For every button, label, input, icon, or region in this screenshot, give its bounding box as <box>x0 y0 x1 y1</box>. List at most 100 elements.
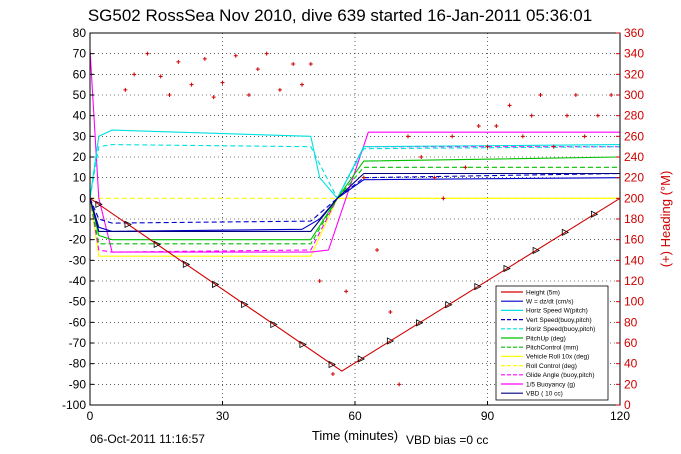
x-tick-label: 90 <box>481 409 495 423</box>
y-tick-label: -60 <box>69 315 87 329</box>
depth-marker <box>416 319 424 327</box>
heading-point <box>573 93 578 97</box>
y-tick-label: 50 <box>73 88 87 102</box>
series-line <box>89 166 620 245</box>
heading-point <box>317 279 322 283</box>
y-right-tick-label: 100 <box>624 295 644 309</box>
depth-marker <box>124 220 132 229</box>
heading-point <box>609 93 614 97</box>
heading-point <box>406 134 410 139</box>
y-axis-right: 0 20 40 60 80 100 120 140 160 180 200 220 240 260 280 3… <box>616 26 644 412</box>
heading-point <box>167 93 172 97</box>
heading-point <box>277 87 282 92</box>
y-right-tick-label: 20 <box>624 377 638 391</box>
legend-entry: Horiz Speed W(pitch) <box>526 308 588 315</box>
heading-point <box>291 62 296 66</box>
heading-point <box>485 144 490 149</box>
depth-marker <box>503 264 511 273</box>
heading-point <box>450 134 455 139</box>
series-line <box>89 49 620 253</box>
y-right-tick-label: 220 <box>624 171 644 185</box>
y-right-tick-label: 80 <box>624 315 638 329</box>
y-tick-label: 60 <box>73 67 87 81</box>
y-tick-label: 70 <box>73 47 87 61</box>
x-axis-label: Time (minutes) <box>312 428 398 443</box>
y-axis-right-label: (+) Heading (°M) <box>658 171 673 268</box>
heading-point <box>344 289 349 294</box>
series-line <box>89 129 621 200</box>
y-right-tick-label: 0 <box>624 398 631 412</box>
heading-point <box>308 62 313 66</box>
y-right-tick-label: 300 <box>624 88 644 102</box>
heading-point <box>520 134 525 139</box>
y-right-tick-label: 360 <box>624 26 644 40</box>
heading-point <box>538 93 543 97</box>
series-line <box>89 197 621 372</box>
legend-entry: PitchUp (deg) <box>526 335 566 342</box>
heading-point <box>595 113 600 118</box>
heading-point <box>375 248 380 252</box>
y-right-tick-label: 60 <box>624 336 638 350</box>
heading-point <box>132 72 137 77</box>
y-right-tick-label: 240 <box>624 150 644 164</box>
depth-marker <box>445 301 453 309</box>
series-layer <box>89 49 621 372</box>
y-tick-label: 80 <box>73 26 87 40</box>
y-tick-label: 10 <box>73 171 87 185</box>
y-tick-label: -40 <box>69 274 87 288</box>
heading-point <box>432 175 437 180</box>
heading-point <box>582 134 587 139</box>
y-right-tick-label: 160 <box>624 233 644 247</box>
legend-entry: VBD ( 10 cc) <box>526 391 563 398</box>
heading-point <box>264 51 269 56</box>
depth-marker <box>532 246 540 255</box>
y-tick-label: 40 <box>73 109 87 123</box>
y-tick-label: -20 <box>69 233 87 247</box>
depth-marker <box>474 282 482 291</box>
series-line <box>89 172 620 232</box>
y-right-tick-label: 280 <box>624 109 644 123</box>
legend-entry: Vehicle Roll 10x (deg) <box>526 354 589 361</box>
heading-point <box>463 165 468 170</box>
legend: Height (5m) W = dz/dt (cm/s) Horiz Speed W… <box>495 285 609 401</box>
depth-marker <box>241 300 249 309</box>
depth-marker <box>561 228 570 236</box>
heading-point <box>220 80 225 85</box>
heading-point <box>397 382 402 387</box>
y-right-tick-label: 260 <box>624 129 644 143</box>
depth-marker <box>182 260 191 269</box>
heading-point <box>247 93 251 97</box>
legend-entry: W = dz/dt (cm/s) <box>526 299 574 306</box>
legend-entry: 1/5 Buoyancy (g) <box>526 381 575 388</box>
depth-marker <box>386 337 395 345</box>
heading-point <box>476 124 481 128</box>
series-line <box>89 177 621 232</box>
y-right-tick-label: 140 <box>624 253 644 267</box>
series-line <box>89 144 621 200</box>
legend-entry: Roll Control (deg) <box>526 363 577 370</box>
y-tick-label: -10 <box>69 212 87 226</box>
heading-point <box>441 196 446 201</box>
depth-marker <box>328 360 336 369</box>
legend-entry: Vert Speed(buoy,pitch) <box>526 317 592 324</box>
heading-point <box>330 372 335 376</box>
x-tick-label: 60 <box>348 409 362 423</box>
heading-point <box>189 82 194 87</box>
heading-point <box>123 87 128 92</box>
legend-entry: Glide Angle (buoy,pitch) <box>526 372 595 379</box>
y-tick-label: -50 <box>69 295 87 309</box>
heading-point <box>233 53 238 58</box>
heading-point <box>507 103 512 108</box>
y-tick-label: -80 <box>69 357 87 371</box>
legend-entry: Horiz Speed(buoy,pitch) <box>526 326 595 333</box>
y-tick-label: -30 <box>69 253 87 267</box>
x-tick-label: 30 <box>216 409 230 423</box>
x-tick-label: 0 <box>87 409 94 423</box>
y-tick-label: -70 <box>69 336 87 350</box>
heading-point <box>158 74 163 79</box>
heading-point <box>211 95 216 100</box>
chart-title: SG502 RossSea Nov 2010, dive 639 started… <box>88 6 592 25</box>
depth-marker <box>357 355 366 363</box>
depth-marker <box>270 320 278 329</box>
heading-point <box>202 56 207 61</box>
